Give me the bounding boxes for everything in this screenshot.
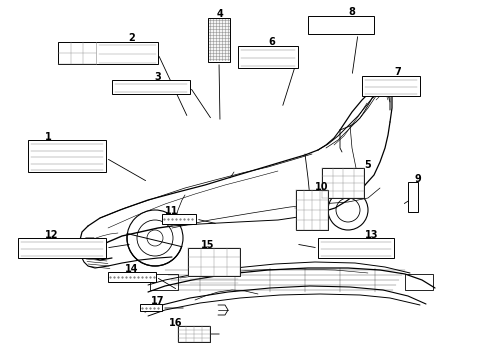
- Bar: [318, 238, 394, 258]
- Bar: [162, 214, 196, 224]
- Text: 13: 13: [365, 230, 379, 240]
- Bar: [28, 140, 106, 172]
- Bar: [178, 326, 210, 342]
- Bar: [188, 248, 240, 276]
- Bar: [308, 16, 374, 34]
- Text: 15: 15: [201, 240, 215, 250]
- Bar: [362, 76, 420, 96]
- Bar: [58, 42, 158, 64]
- Bar: [108, 272, 156, 282]
- Text: 17: 17: [151, 296, 165, 306]
- Bar: [408, 182, 418, 212]
- Bar: [405, 274, 433, 290]
- Text: 6: 6: [269, 37, 275, 47]
- Text: 11: 11: [165, 206, 179, 216]
- Bar: [112, 80, 190, 94]
- Text: 4: 4: [217, 9, 223, 19]
- Text: 3: 3: [155, 72, 161, 82]
- Bar: [296, 190, 328, 230]
- Text: 8: 8: [348, 7, 355, 17]
- Bar: [322, 168, 364, 198]
- Text: 16: 16: [169, 318, 183, 328]
- Text: 1: 1: [45, 132, 51, 142]
- Bar: [18, 238, 106, 258]
- Bar: [150, 274, 178, 290]
- Text: 10: 10: [315, 182, 329, 192]
- Text: 14: 14: [125, 264, 139, 274]
- Text: 2: 2: [129, 33, 135, 43]
- Text: 12: 12: [45, 230, 59, 240]
- Bar: [208, 18, 230, 62]
- Text: 9: 9: [415, 174, 421, 184]
- Text: 7: 7: [394, 67, 401, 77]
- Bar: [238, 46, 298, 68]
- Bar: [140, 304, 162, 311]
- Text: 5: 5: [365, 160, 371, 170]
